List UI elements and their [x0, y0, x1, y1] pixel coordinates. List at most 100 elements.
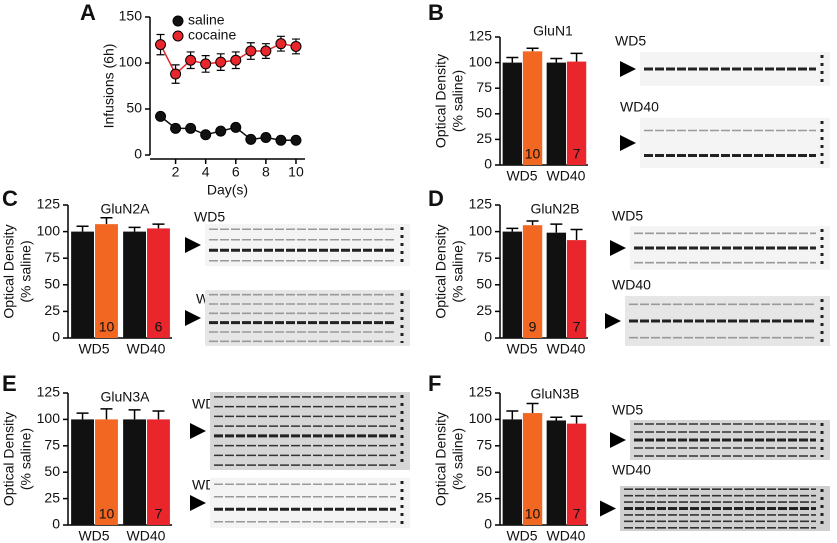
y-tick-label: 50 [476, 105, 492, 121]
legend-marker [172, 30, 184, 42]
x-tick-label: 6 [232, 164, 240, 180]
y-tick-label: 125 [469, 196, 493, 212]
y-tick-label: 0 [52, 516, 60, 532]
n-label: 9 [552, 146, 560, 162]
bar [566, 423, 587, 525]
bar [95, 419, 118, 525]
y-tick-label: 25 [44, 489, 60, 505]
x-axis-label: Day(s) [207, 182, 248, 198]
bar [566, 61, 587, 165]
data-point [275, 134, 287, 146]
bar [522, 413, 543, 525]
n-label: 10 [525, 146, 541, 162]
data-point [290, 134, 302, 146]
blot-image [205, 224, 410, 266]
bar [123, 419, 146, 525]
arrowhead [605, 313, 621, 329]
blot-label: WD5 [612, 208, 643, 224]
n-label: 9 [529, 319, 537, 335]
y-axis-label: (% saline) [18, 240, 34, 302]
n-label: 11 [505, 319, 520, 335]
arrowhead [190, 423, 206, 439]
n-label: 9 [552, 506, 560, 522]
legend-label: saline [188, 12, 225, 28]
data-point [155, 110, 167, 122]
error-bar [570, 415, 583, 424]
n-label: 8 [131, 506, 139, 522]
error-bar [550, 57, 563, 63]
group-label: WD5 [506, 341, 537, 357]
data-point [200, 58, 212, 70]
y-tick-label: 125 [469, 28, 493, 44]
x-tick-label: 4 [202, 164, 210, 180]
y-tick-label: 50 [44, 276, 60, 292]
error-bar [506, 410, 519, 420]
panel: A 0 50 100 150 2 4 6 8 10 Infusions (6h) Day(s) sali… [80, 0, 305, 198]
n-label: 9 [131, 319, 139, 335]
data-point [260, 132, 272, 144]
panel-letter: B [428, 0, 444, 25]
bar [566, 240, 587, 338]
bar [546, 420, 566, 525]
n-label: 7 [573, 319, 581, 335]
data-point [230, 54, 242, 66]
n-label: 6 [155, 319, 163, 335]
y-axis-label: (% saline) [450, 428, 466, 490]
n-label: 7 [573, 146, 581, 162]
data-point [155, 39, 167, 51]
blot-label: WD40 [620, 99, 659, 115]
group-label: WD5 [78, 528, 109, 543]
group-label: WD5 [78, 341, 109, 357]
group-label: WD40 [127, 341, 166, 357]
y-tick-label: 25 [476, 302, 492, 318]
y-tick-label: 125 [37, 196, 61, 212]
y-tick-label: 0 [134, 146, 142, 162]
y-axis-label: Optical Density [433, 54, 449, 148]
panel-letter: D [428, 186, 444, 211]
arrowhead [185, 310, 201, 326]
chart-title: GluN3B [530, 386, 579, 402]
n-label: 10 [99, 319, 115, 335]
y-tick-label: 0 [484, 329, 492, 345]
y-tick-label: 25 [44, 302, 60, 318]
y-tick-label: 0 [484, 516, 492, 532]
blot-image [205, 290, 410, 346]
data-point [245, 45, 257, 57]
arrowhead [185, 237, 201, 253]
chart-title: GluN2A [100, 201, 150, 217]
series-line [160, 115, 296, 142]
n-label: 7 [155, 506, 163, 522]
bar [147, 419, 170, 525]
data-point [260, 45, 272, 57]
bar [522, 225, 543, 338]
error-bar [128, 226, 141, 232]
panel: B GluN1 0 25 50 75 100 125 Optical Density (% sal… [428, 0, 830, 184]
y-axis-label: (% saline) [450, 70, 466, 132]
group-label: WD5 [506, 528, 537, 543]
arrowhead [620, 61, 636, 77]
error-bar [506, 227, 519, 232]
blot-image [640, 118, 830, 168]
y-tick-label: 100 [469, 53, 493, 69]
y-axis-label: Optical Density [433, 224, 449, 318]
y-tick-label: 150 [119, 8, 143, 24]
panel-letter: A [80, 0, 96, 25]
y-tick-label: 0 [52, 329, 60, 345]
bar [147, 228, 170, 338]
data-point [170, 122, 182, 134]
error-bar [100, 217, 113, 225]
bar [502, 419, 522, 525]
group-label: WD5 [506, 168, 537, 184]
n-label: 10 [99, 506, 115, 522]
y-axis-label: Optical Density [1, 224, 17, 318]
panel: E GluN3A 0 25 50 75 100 125 Optical Density (% sa… [1, 371, 410, 543]
bar [71, 231, 94, 338]
data-point [185, 54, 197, 66]
arrowhead [620, 135, 636, 151]
blot-image [210, 392, 410, 470]
error-bar [100, 408, 113, 420]
y-axis-label: (% saline) [450, 240, 466, 302]
blot-label: WD5 [615, 33, 646, 49]
y-tick-label: 25 [476, 130, 492, 146]
n-label: 11 [75, 319, 90, 335]
